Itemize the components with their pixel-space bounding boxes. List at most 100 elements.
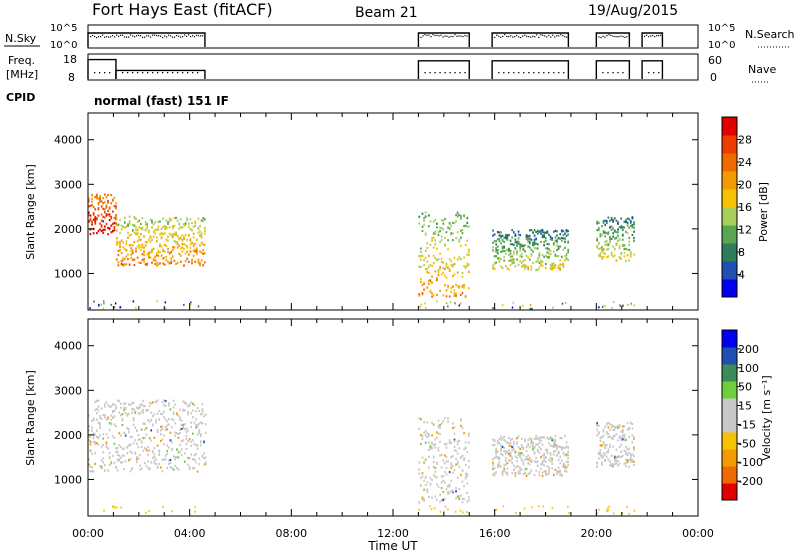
nsearch-dot (444, 35, 446, 37)
nave-dot (126, 72, 129, 74)
power-point (143, 235, 145, 238)
power-point (544, 237, 547, 240)
power-point (516, 241, 518, 245)
power-point (139, 222, 142, 226)
velocity-point (129, 435, 132, 438)
velocity-point (450, 456, 453, 459)
nsky-trace-0 (87, 32, 206, 47)
colorbar-cell (722, 432, 737, 450)
power-point (460, 236, 462, 239)
velocity-point (511, 457, 514, 460)
velocity-point (110, 418, 113, 422)
velocity-point (134, 426, 137, 429)
velocity-point (633, 436, 635, 439)
power-point (612, 227, 615, 230)
nsearch-dot (176, 34, 178, 37)
nsearch-dot (112, 35, 114, 37)
power-point (110, 224, 113, 227)
velocity-point (631, 441, 634, 444)
velocity-point (112, 435, 114, 438)
power-point (130, 253, 133, 256)
power-point (131, 244, 134, 247)
velocity-point (502, 505, 505, 508)
power-point (88, 220, 90, 223)
velocity-point (628, 451, 631, 455)
freq-trace-3 (491, 60, 570, 79)
velocity-point (617, 464, 619, 467)
power-point (191, 229, 193, 232)
power-point (123, 263, 126, 266)
power-point (420, 265, 422, 268)
velocity-point (424, 458, 427, 461)
nsearch-dot (618, 36, 620, 38)
power-point (89, 228, 92, 231)
power-point (135, 233, 137, 236)
power-point (104, 208, 106, 211)
velocity-point (436, 476, 438, 479)
velocity-point (607, 432, 610, 436)
nsearch-dot (526, 35, 528, 37)
velocity-point (120, 445, 122, 449)
power-point (562, 264, 565, 267)
velocity-point (601, 436, 603, 439)
velocity-point (466, 474, 469, 478)
power-point (522, 304, 524, 307)
velocity-point (161, 470, 164, 473)
power-point (88, 200, 90, 203)
velocity-point (493, 456, 496, 460)
velocity-point (468, 441, 470, 444)
power-point (194, 242, 197, 246)
power-point (421, 293, 424, 296)
velocity-point (520, 458, 523, 461)
nsearch-dot (146, 35, 148, 37)
velocity-point (613, 425, 616, 429)
velocity-point (623, 449, 626, 452)
nsearch-dot (560, 34, 562, 36)
velocity-point (512, 443, 515, 446)
velocity-point (195, 461, 197, 464)
velocity-point (196, 444, 199, 447)
power-point (453, 262, 456, 266)
power-point (143, 253, 145, 257)
power-point (120, 251, 123, 255)
power-point (525, 234, 528, 238)
power-point (500, 265, 502, 268)
nave-dot (151, 72, 154, 74)
velocity-point (163, 403, 165, 407)
power-point (527, 256, 530, 259)
nsearch-dot (494, 36, 496, 39)
power-point (439, 267, 441, 271)
power-point (618, 226, 621, 229)
power-point (432, 294, 435, 297)
power-point (170, 261, 173, 265)
power-point (450, 260, 453, 263)
power-point (420, 250, 422, 254)
velocity-point (91, 429, 93, 432)
velocity-point (621, 434, 624, 437)
colorbar-cell (722, 279, 737, 298)
velocity-point (200, 421, 202, 424)
velocity-point (168, 404, 170, 407)
power-point (194, 250, 197, 253)
power-point (178, 222, 181, 225)
power-point (160, 235, 163, 238)
velocity-point (166, 450, 169, 453)
power-point (492, 264, 494, 267)
power-point (628, 248, 631, 252)
velocity-point (89, 465, 92, 468)
power-point (498, 260, 501, 263)
velocity-point (113, 403, 116, 406)
velocity-point (190, 444, 193, 448)
velocity-point (426, 421, 429, 424)
power-point (525, 265, 528, 268)
power-point (549, 264, 552, 267)
power-point (514, 247, 517, 250)
power-point (552, 262, 555, 265)
velocity-point (448, 439, 451, 442)
freq-left-tick-top: 18 (63, 53, 77, 66)
power-point (100, 303, 103, 306)
power-point (532, 244, 534, 247)
power-point (456, 215, 459, 218)
velocity-point (131, 467, 133, 471)
velocity-point (596, 428, 599, 431)
